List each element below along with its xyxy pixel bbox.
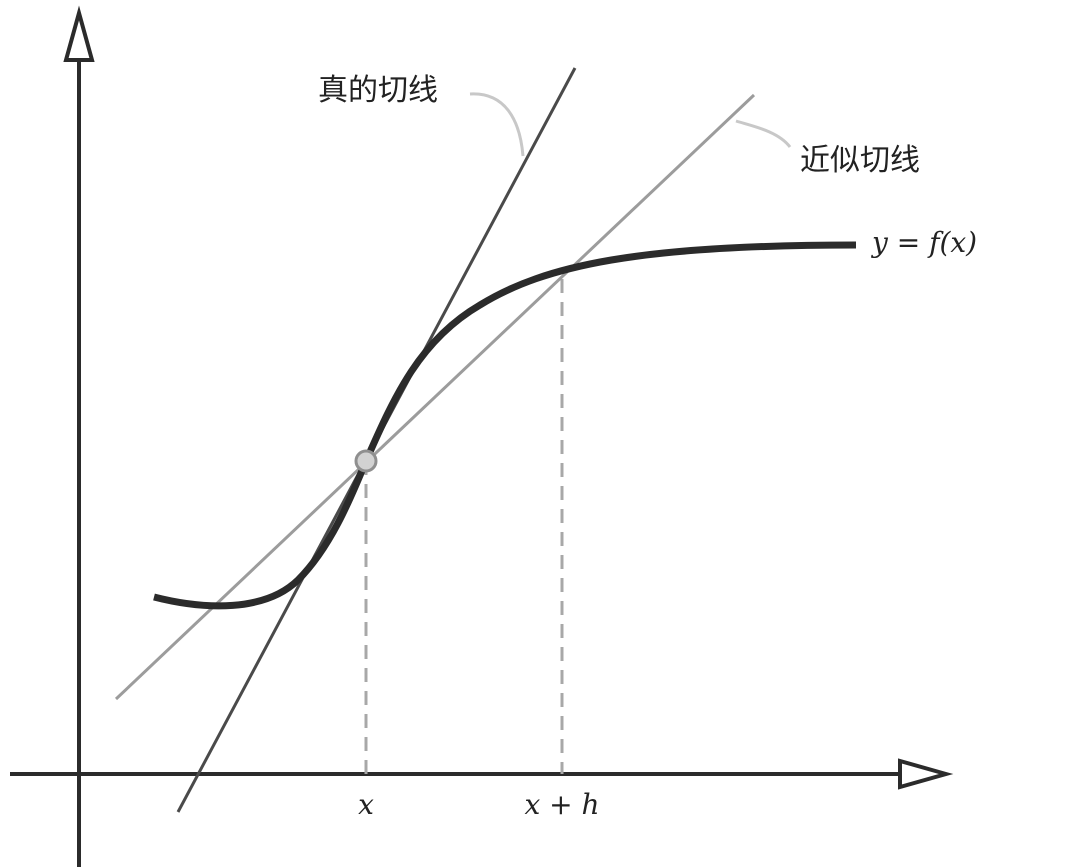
approx-tangent-leader bbox=[735, 119, 792, 148]
y-axis-arrowhead bbox=[63, 5, 95, 62]
curve-label: y = f(x) bbox=[870, 226, 977, 259]
approx-tangent-label: 近似切线 bbox=[800, 143, 920, 178]
true-tangent-label: 真的切线 bbox=[318, 73, 438, 108]
x-plus-h-tick-label: x + h bbox=[524, 788, 599, 821]
x-tick-label: x bbox=[358, 788, 374, 821]
approx-tangent-line bbox=[114, 93, 756, 701]
true-tangent-leader bbox=[469, 92, 525, 157]
x-axis-arrowhead bbox=[898, 758, 954, 790]
function-curve bbox=[153, 241, 857, 610]
tangent-point bbox=[354, 449, 378, 473]
